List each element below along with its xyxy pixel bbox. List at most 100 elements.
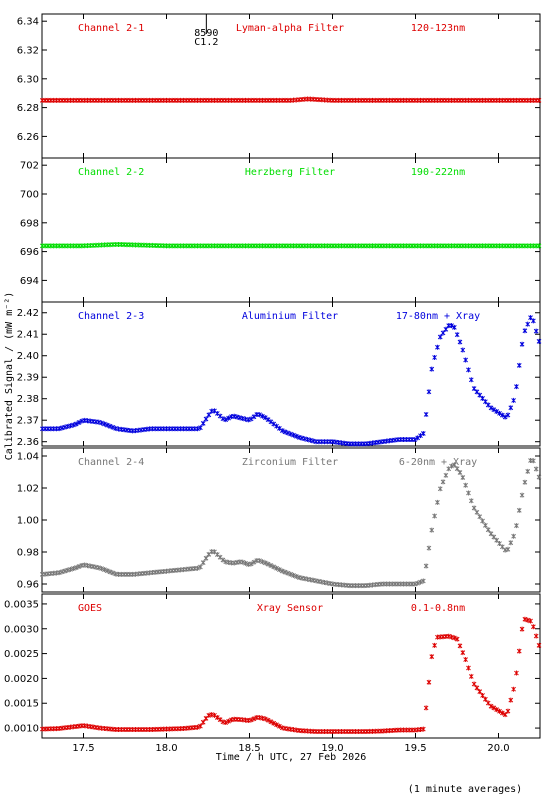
data-point xyxy=(505,546,511,552)
data-point xyxy=(491,705,497,711)
x-axis-label: Time / h UTC, 27 Feb 2026 xyxy=(216,752,367,763)
data-point xyxy=(282,429,288,435)
data-point xyxy=(71,566,76,572)
data-point xyxy=(251,716,257,722)
data-point xyxy=(102,421,107,427)
data-point xyxy=(533,633,539,639)
data-point xyxy=(76,420,82,426)
data-point xyxy=(508,540,514,546)
panels: 6.26 6.28 6.30 6.32 6.34 Channel 2-1 Lyman-alp… xyxy=(4,13,542,739)
data-point xyxy=(415,580,421,586)
data-point xyxy=(271,564,277,570)
footnote: (1 minute averages) xyxy=(408,784,522,795)
data-point xyxy=(99,420,104,426)
data-point xyxy=(502,414,508,420)
data-point xyxy=(522,479,528,485)
panel-band-label: 17-80nm + Xray xyxy=(396,311,480,322)
data-point xyxy=(71,422,76,428)
data-point xyxy=(449,323,454,329)
data-point xyxy=(420,726,426,732)
data-point xyxy=(468,498,474,504)
data-point xyxy=(471,505,477,511)
data-point xyxy=(262,560,268,566)
data-point xyxy=(468,673,474,679)
data-point xyxy=(260,413,265,419)
data-point xyxy=(248,561,254,567)
y-tick-label: 0.0015 xyxy=(4,699,39,710)
data-point xyxy=(522,328,528,334)
data-point xyxy=(195,724,200,730)
x-tick-label: 18.5 xyxy=(238,743,260,754)
data-point xyxy=(443,472,449,478)
data-point xyxy=(531,458,536,464)
data-point xyxy=(423,563,429,569)
data-point xyxy=(514,384,519,390)
x-tick-label: 17.5 xyxy=(72,743,94,754)
data-point xyxy=(536,338,542,344)
data-point xyxy=(260,559,265,565)
y-tick-label: 6.32 xyxy=(17,46,39,57)
data-point xyxy=(511,533,516,539)
data-point xyxy=(107,423,113,429)
data-point xyxy=(271,421,277,427)
y-tick-label: 1.00 xyxy=(17,516,39,527)
data-point xyxy=(474,509,480,515)
panel-filter-label: Zirconium Filter xyxy=(242,457,338,468)
data-point xyxy=(195,426,200,432)
data-point xyxy=(480,692,485,698)
data-point xyxy=(508,697,514,703)
data-point xyxy=(274,722,279,728)
panel-band-label: 190-222nm xyxy=(411,167,465,178)
data-point xyxy=(449,463,454,469)
data-point xyxy=(483,522,488,528)
panel-channel-label: Channel 2-3 xyxy=(78,311,144,322)
data-point xyxy=(217,717,223,723)
data-point xyxy=(457,470,463,476)
data-point xyxy=(198,425,203,431)
data-point xyxy=(110,424,116,430)
data-point xyxy=(432,354,437,360)
panel-channel-label: Channel 2-4 xyxy=(78,457,144,468)
panel-frame xyxy=(41,301,541,447)
data-point xyxy=(429,527,435,533)
data-point xyxy=(200,420,206,426)
data-point xyxy=(195,565,200,571)
data-point xyxy=(463,357,468,363)
y-tick-label: 1.04 xyxy=(17,452,39,463)
data-point xyxy=(198,564,203,570)
data-point xyxy=(268,719,274,725)
data-point xyxy=(437,486,443,492)
data-point xyxy=(223,417,229,423)
data-point xyxy=(497,410,502,416)
y-tick-label: 0.0020 xyxy=(4,674,39,685)
data-point xyxy=(262,415,268,421)
data-point xyxy=(423,705,429,711)
panel-band-label: 6-20nm + Xray xyxy=(399,457,477,468)
panel-filter-label: Herzberg Filter xyxy=(245,167,335,178)
y-tick-label: 6.28 xyxy=(17,103,39,114)
data-point xyxy=(243,560,248,566)
y-tick-label: 0.0025 xyxy=(4,649,39,660)
data-point xyxy=(203,416,209,422)
data-point xyxy=(499,710,505,716)
data-point xyxy=(494,409,500,415)
data-point xyxy=(514,523,519,529)
y-tick-label: 2.36 xyxy=(17,437,39,448)
data-point xyxy=(251,414,257,420)
data-point xyxy=(519,626,525,632)
y-tick-label: 696 xyxy=(20,247,39,258)
panel-filter-label: Xray Sensor xyxy=(257,603,323,614)
panel-1: 6.26 6.28 6.30 6.32 6.34 Channel 2-1 Lyman-alp… xyxy=(17,13,542,159)
panel-channel-label: GOES xyxy=(78,603,102,614)
data-point xyxy=(511,397,516,403)
data-point xyxy=(104,568,110,574)
data-point xyxy=(288,431,294,437)
panel-5: 0.0010 0.0015 0.0020 0.0025 0.0030 0.0035 GOES… xyxy=(4,593,542,739)
data-point xyxy=(277,723,282,729)
panel-frame xyxy=(41,593,541,739)
data-point xyxy=(240,559,246,565)
panel-2: 694 696 698 700 702 Channel 2-2 Herzberg Filte… xyxy=(20,157,542,303)
data-point xyxy=(451,635,457,641)
y-tick-label: 6.26 xyxy=(17,132,39,143)
data-point xyxy=(293,573,299,579)
